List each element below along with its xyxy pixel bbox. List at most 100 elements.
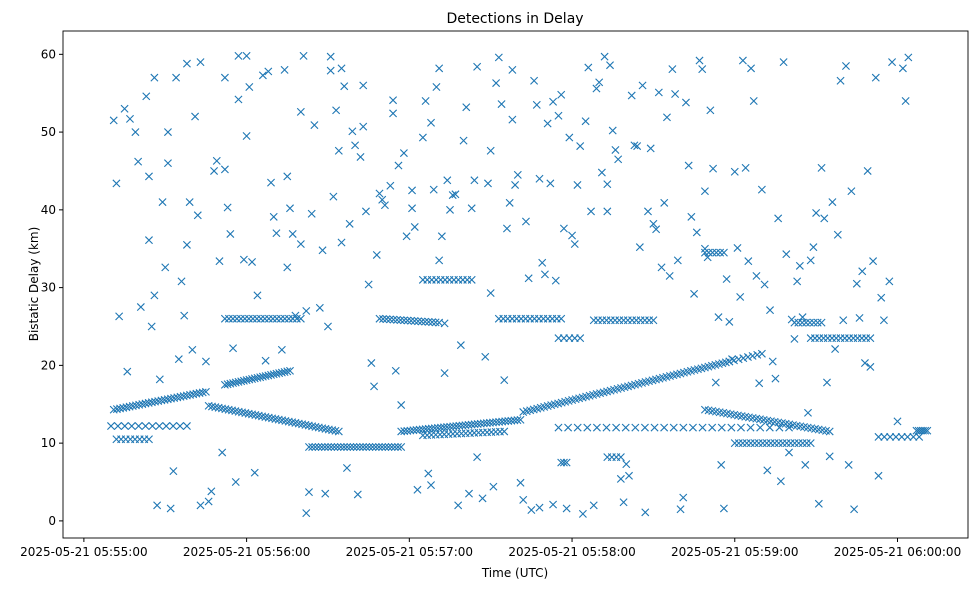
detection-point	[743, 353, 752, 362]
detection-point	[649, 219, 658, 228]
detection-point	[116, 404, 125, 413]
detection-point	[446, 205, 454, 214]
detection-point	[138, 400, 147, 409]
detection-point	[606, 316, 615, 325]
detection-point	[321, 424, 330, 433]
detection-point	[147, 322, 156, 331]
detection-point	[467, 204, 476, 213]
detection-point	[623, 316, 632, 325]
detection-point	[640, 423, 649, 432]
detection-point	[170, 393, 179, 402]
detection-point	[885, 277, 894, 286]
detection-point	[828, 198, 837, 207]
detection-point	[819, 334, 828, 343]
detection-point	[343, 443, 352, 452]
detection-point	[147, 398, 156, 407]
detection-point	[379, 314, 387, 323]
detection-point	[923, 426, 932, 435]
detection-point	[362, 443, 371, 452]
detection-point	[370, 382, 379, 391]
detection-point	[839, 316, 848, 325]
detection-point	[421, 317, 430, 326]
detection-point	[328, 426, 337, 435]
detection-point	[355, 443, 364, 452]
detection-point	[391, 366, 400, 375]
detection-point	[264, 413, 273, 422]
detection-point	[595, 78, 604, 87]
detection-point	[817, 318, 826, 327]
detection-point	[172, 73, 181, 82]
detection-point	[141, 399, 150, 408]
detection-point	[158, 198, 167, 207]
detection-point	[809, 318, 818, 327]
detection-point	[716, 248, 725, 257]
detection-point	[346, 443, 355, 452]
detection-point	[154, 397, 163, 406]
detection-point	[869, 257, 878, 266]
detection-point	[141, 422, 150, 431]
detection-point	[307, 209, 316, 218]
chart-title: Detections in Delay	[446, 11, 583, 27]
detection-point	[654, 88, 663, 97]
detection-point	[787, 315, 796, 324]
detection-point	[668, 65, 677, 74]
detection-point	[603, 180, 612, 189]
detection-point	[256, 314, 265, 323]
detection-point	[451, 190, 460, 199]
detection-point	[844, 460, 853, 469]
detection-point	[511, 180, 520, 189]
y-tick-label: 20	[41, 358, 56, 372]
detection-point	[212, 156, 221, 165]
detection-point	[744, 257, 753, 266]
detection-point	[427, 118, 436, 127]
detection-point	[904, 53, 913, 62]
detection-point	[380, 201, 389, 210]
detection-point	[323, 322, 332, 331]
detection-point	[236, 314, 245, 323]
detection-point	[251, 411, 260, 420]
detection-point	[779, 58, 788, 67]
detection-point	[486, 146, 495, 155]
detection-point	[757, 349, 766, 358]
detection-point	[432, 82, 441, 91]
detection-point	[633, 142, 642, 151]
detection-point	[220, 314, 229, 323]
detection-point	[359, 122, 368, 131]
detection-point	[150, 291, 159, 300]
detection-point	[554, 423, 563, 432]
detection-point	[473, 453, 482, 462]
detection-point	[403, 316, 412, 325]
detection-point	[587, 207, 596, 216]
detection-point	[798, 313, 807, 322]
detection-point	[326, 52, 335, 61]
detection-point	[825, 452, 834, 461]
detection-point	[260, 314, 269, 323]
detection-point	[621, 423, 630, 432]
detection-point	[417, 317, 426, 326]
detection-point	[334, 146, 343, 155]
detection-point	[261, 356, 270, 365]
detection-point	[239, 255, 248, 264]
detection-point	[201, 387, 210, 396]
detection-point	[274, 415, 283, 424]
detection-point	[198, 388, 207, 397]
detection-point	[592, 84, 601, 93]
detection-point	[774, 214, 783, 223]
detection-point	[862, 334, 871, 343]
detection-point	[765, 423, 774, 432]
detection-point	[215, 257, 224, 266]
detection-point	[204, 497, 213, 506]
detection-point	[597, 168, 606, 177]
detection-point	[374, 443, 383, 452]
detection-point	[166, 504, 175, 513]
detection-point	[291, 418, 300, 427]
detection-point	[794, 439, 803, 448]
detection-point	[891, 432, 900, 441]
detection-point	[320, 443, 329, 452]
detection-point	[809, 243, 818, 252]
detection-point	[625, 471, 633, 480]
detection-point	[169, 467, 178, 476]
detection-point	[714, 313, 723, 322]
detection-point	[562, 504, 571, 513]
detection-point	[530, 76, 539, 85]
